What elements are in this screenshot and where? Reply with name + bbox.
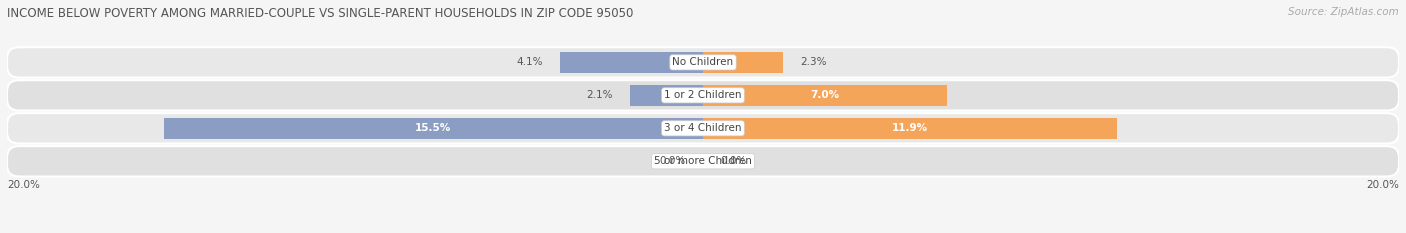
Text: INCOME BELOW POVERTY AMONG MARRIED-COUPLE VS SINGLE-PARENT HOUSEHOLDS IN ZIP COD: INCOME BELOW POVERTY AMONG MARRIED-COUPL…	[7, 7, 634, 20]
Text: 3 or 4 Children: 3 or 4 Children	[664, 123, 742, 133]
FancyBboxPatch shape	[7, 47, 1399, 78]
Text: 5 or more Children: 5 or more Children	[654, 156, 752, 166]
Text: 20.0%: 20.0%	[7, 180, 39, 190]
FancyBboxPatch shape	[7, 80, 1399, 110]
Bar	[630, 85, 703, 106]
Text: Source: ZipAtlas.com: Source: ZipAtlas.com	[1288, 7, 1399, 17]
Text: No Children: No Children	[672, 57, 734, 67]
Bar	[163, 118, 703, 139]
Bar	[703, 52, 783, 73]
Bar	[561, 52, 703, 73]
Text: 2.3%: 2.3%	[800, 57, 827, 67]
Text: 15.5%: 15.5%	[415, 123, 451, 133]
Text: 7.0%: 7.0%	[810, 90, 839, 100]
Text: 0.0%: 0.0%	[720, 156, 747, 166]
FancyBboxPatch shape	[7, 146, 1399, 176]
Text: 1 or 2 Children: 1 or 2 Children	[664, 90, 742, 100]
Text: 20.0%: 20.0%	[1367, 180, 1399, 190]
FancyBboxPatch shape	[7, 113, 1399, 144]
Bar	[703, 118, 1118, 139]
Bar	[703, 85, 946, 106]
Text: 2.1%: 2.1%	[586, 90, 613, 100]
Text: 0.0%: 0.0%	[659, 156, 686, 166]
Text: 11.9%: 11.9%	[891, 123, 928, 133]
Text: 4.1%: 4.1%	[516, 57, 543, 67]
